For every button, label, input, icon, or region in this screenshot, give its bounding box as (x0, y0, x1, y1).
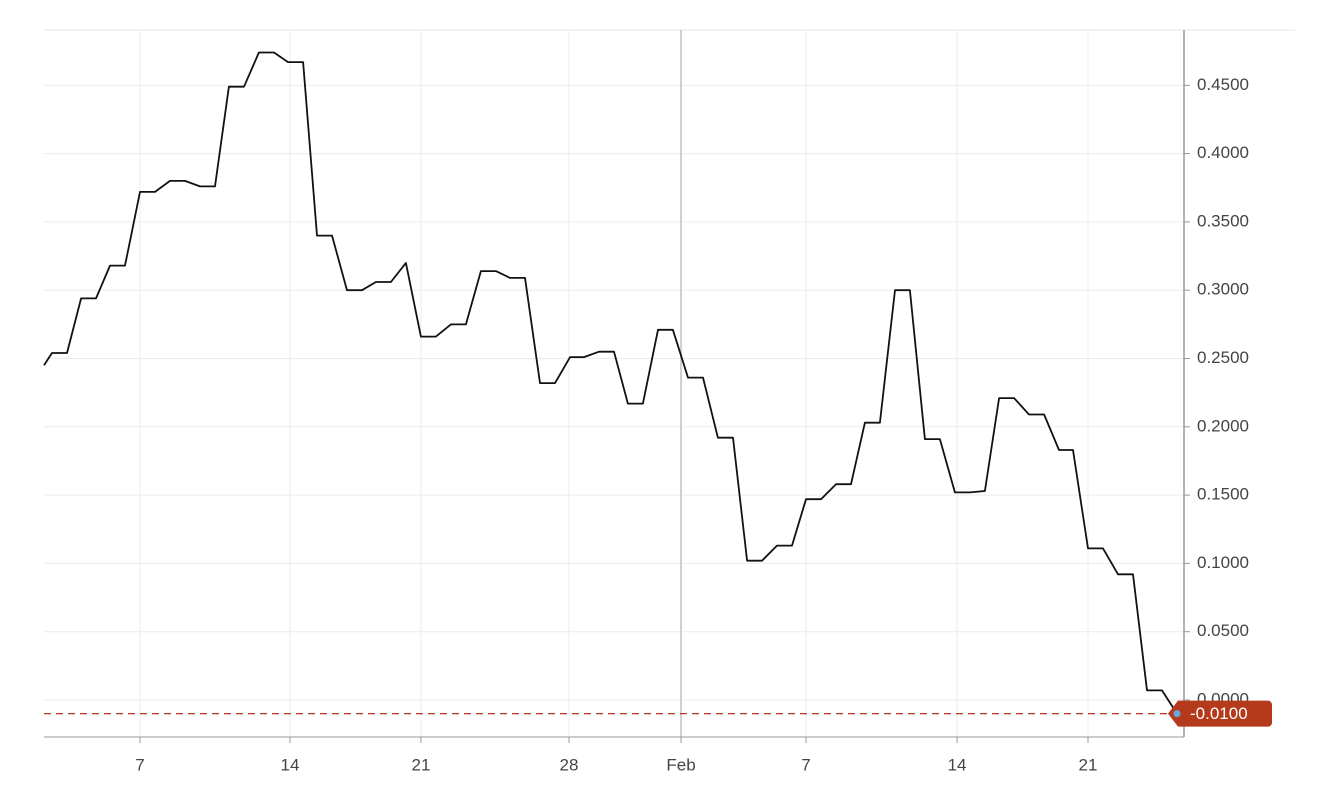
y-tick-label: 0.1500 (1197, 485, 1249, 504)
line (43, 51, 1178, 715)
y-tick-label: 0.2500 (1197, 348, 1249, 367)
y-tick-label: 0.3500 (1197, 211, 1249, 230)
value-tag (1168, 700, 1272, 727)
y-tick-label: 0.0500 (1197, 621, 1249, 640)
y-tick-label: 0.1000 (1197, 553, 1249, 572)
x-tick-label: 7 (135, 755, 144, 774)
x-tick-label: 21 (1079, 755, 1098, 774)
y-tick-label: 0.4500 (1197, 75, 1249, 94)
x-tick-label: Feb (666, 755, 695, 774)
x-tick-label: 14 (948, 755, 967, 774)
value-tag-label: -0.0100 (1190, 704, 1248, 723)
y-tick-label: 0.3000 (1197, 280, 1249, 299)
x-tick-label: 7 (801, 755, 810, 774)
y-tick-label: 0.2000 (1197, 416, 1249, 435)
x-tick-label: 28 (560, 755, 579, 774)
last-point (1173, 710, 1181, 718)
y-tick-label: 0.4000 (1197, 143, 1249, 162)
x-tick-label: 21 (411, 755, 430, 774)
x-tick-label: 14 (281, 755, 300, 774)
